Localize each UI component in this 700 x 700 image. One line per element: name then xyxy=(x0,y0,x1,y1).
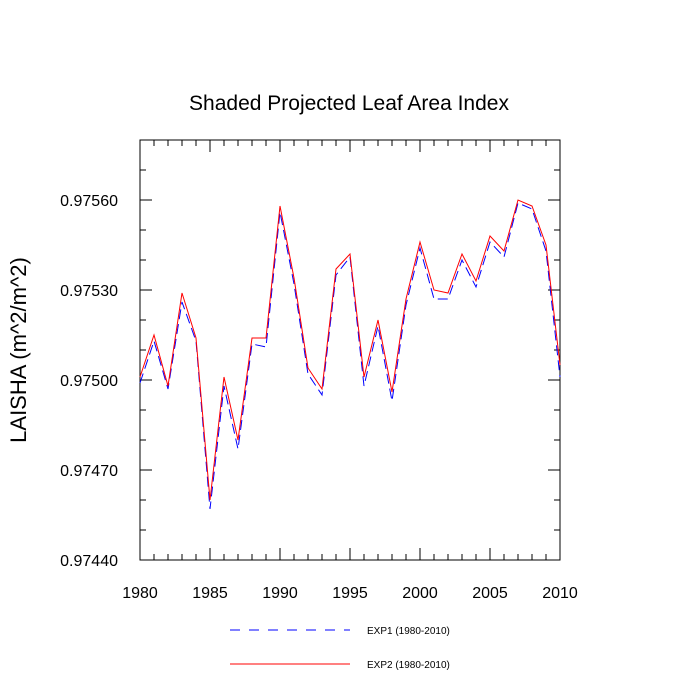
x-tick-label: 2010 xyxy=(542,585,578,602)
series-line-1 xyxy=(139,202,561,510)
legend-label-1: EXP1 (1980-2010) xyxy=(367,626,450,637)
plot-area-frame xyxy=(139,139,561,561)
axis-tick-labels: 1980 1985 1990 1995 2000 2005 2010 0.97440 0.974… xyxy=(60,193,578,602)
series-lines xyxy=(139,199,561,510)
x-tick-label: 1995 xyxy=(332,585,368,602)
series-line-2 xyxy=(139,199,561,501)
x-tick-label: 1980 xyxy=(122,585,158,602)
axis-ticks xyxy=(139,139,561,561)
y-tick-label: 0.97500 xyxy=(60,373,118,390)
x-tick-label: 1985 xyxy=(192,585,228,602)
y-tick-label: 0.97440 xyxy=(60,553,118,570)
y-tick-label: 0.97560 xyxy=(60,193,118,210)
legend: EXP1 (1980-2010) EXP2 (1980-2010) xyxy=(230,626,450,671)
chart-title: Shaded Projected Leaf Area Index xyxy=(189,92,509,115)
x-tick-label: 1990 xyxy=(262,585,298,602)
y-axis-label: LAISHA (m^2/m^2) xyxy=(6,257,31,443)
legend-label-2: EXP2 (1980-2010) xyxy=(367,660,450,671)
y-tick-label: 0.97470 xyxy=(60,463,118,480)
x-tick-label: 2000 xyxy=(402,585,438,602)
y-tick-label: 0.97530 xyxy=(60,283,118,300)
x-tick-label: 2005 xyxy=(472,585,508,602)
